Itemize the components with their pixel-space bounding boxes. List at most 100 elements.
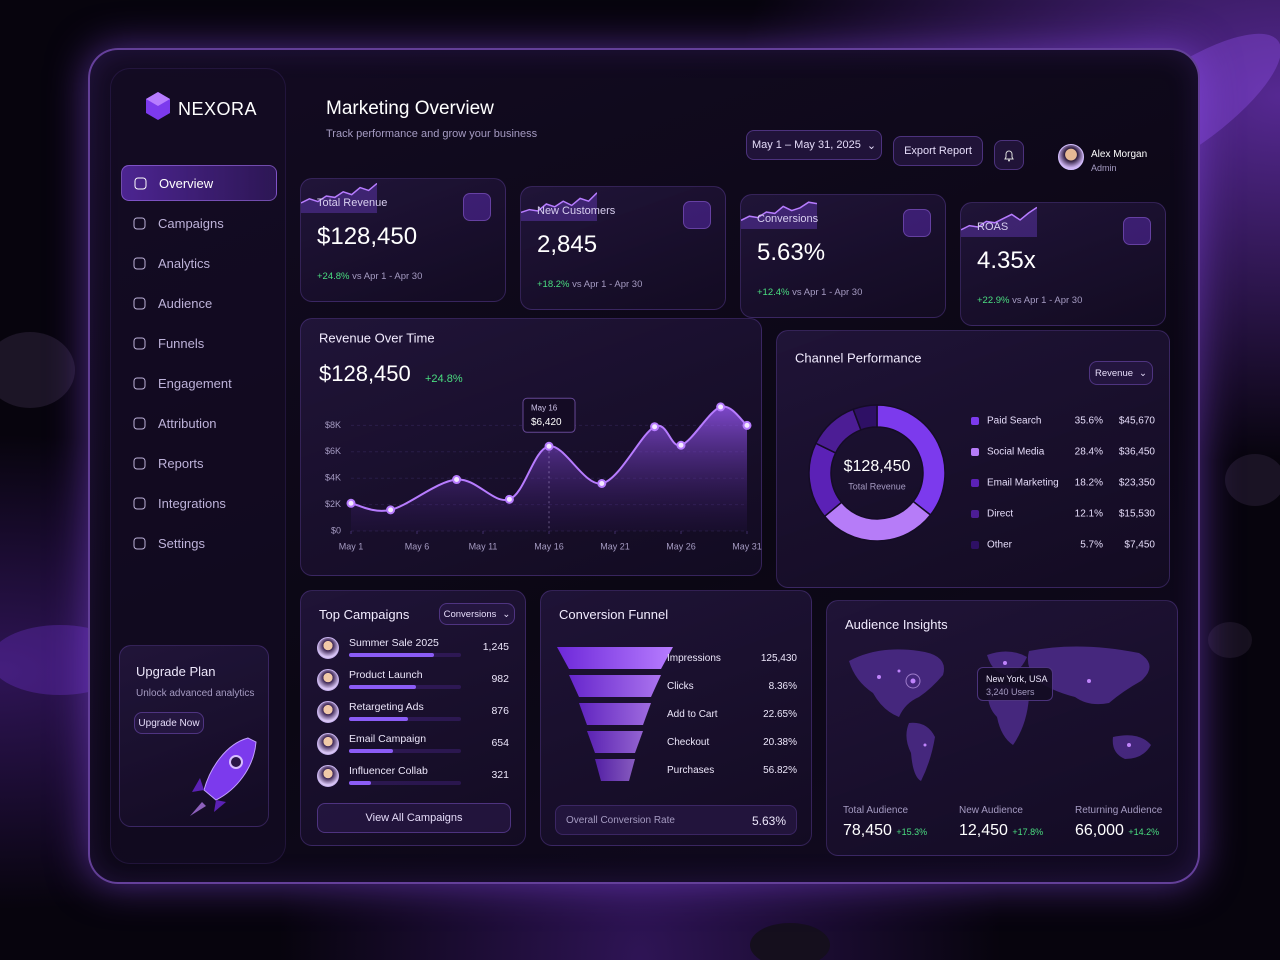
campaign-avatar	[317, 765, 339, 787]
nav-label: Campaigns	[158, 215, 224, 231]
logo-mark	[146, 92, 170, 120]
funnel-stage: Impressions 125,430	[667, 653, 797, 673]
donut-center-label: Total Revenue	[848, 481, 906, 491]
chart-title: Channel Performance	[795, 350, 921, 365]
upgrade-text: Unlock advanced analytics	[136, 688, 255, 699]
x-tick-label: May 21	[600, 541, 630, 551]
kpi-change: +18.2%	[537, 279, 570, 290]
y-tick-label: $6K	[325, 446, 341, 456]
sparkline-line	[740, 201, 818, 222]
metric-dropdown[interactable]: Revenue ⌄	[1089, 361, 1153, 385]
kpi-icon	[1123, 217, 1151, 245]
point	[716, 402, 726, 412]
kpi-value: $128,450	[317, 223, 418, 250]
nav-item[interactable]: Reports	[121, 445, 277, 481]
nav-item[interactable]: Campaigns	[121, 205, 277, 241]
sparkline	[960, 206, 1038, 237]
nav-item[interactable]: Settings	[121, 525, 277, 561]
sparkline-line	[300, 182, 378, 204]
kpi-label: ROAS	[977, 221, 1009, 233]
sparkline-area	[961, 207, 1037, 237]
campaign-name: Retargeting Ads	[349, 701, 424, 713]
nav: Overview Campaigns Analytics Audience Funnel…	[111, 161, 287, 565]
kpi-icon	[683, 201, 711, 229]
legend-amount: $45,670	[1119, 416, 1156, 427]
nav-item[interactable]: Overview	[121, 165, 277, 201]
y-tick-label: $2K	[325, 499, 341, 509]
kpi-compare: vs Apr 1 - Apr 30	[1012, 295, 1083, 306]
stat-label: Total Audience	[843, 805, 909, 816]
bar	[349, 781, 371, 785]
chevron: ⌄	[1139, 367, 1147, 379]
campaign-name: Influencer Collab	[349, 765, 428, 777]
upgrade-button[interactable]: Upgrade Now	[134, 712, 204, 734]
export-button[interactable]: Export Report	[893, 136, 983, 166]
x-tick-label: May 1	[339, 541, 364, 551]
sparkline-line	[960, 206, 1038, 231]
nav-item[interactable]: Engagement	[121, 365, 277, 401]
nav-item[interactable]: Analytics	[121, 245, 277, 281]
point	[386, 505, 396, 515]
stage-value: 22.65%	[763, 709, 797, 720]
world-map	[849, 646, 1151, 781]
kpi-compare: vs Apr 1 - Apr 30	[572, 279, 643, 290]
metric-label: Conversions	[443, 608, 497, 620]
bar-track	[349, 653, 461, 657]
kpi-card: ROAS 4.35x +22.9% vs Apr 1 - Apr 30	[960, 202, 1166, 326]
metric-dropdown[interactable]: Conversions ⌄	[439, 603, 515, 625]
sparkline-area	[301, 183, 377, 213]
date-range-picker[interactable]: May 1 – May 31, 2025 ⌄	[746, 130, 882, 160]
audience-stat: Total Audience 78,450 +15.3%	[843, 805, 927, 840]
campaign-avatar	[317, 733, 339, 755]
legend-label: Social Media	[987, 447, 1045, 458]
nav-icon	[133, 377, 146, 389]
donut-slice	[814, 408, 862, 454]
user-avatar[interactable]	[1058, 144, 1084, 170]
kpi-change-row: +12.4% vs Apr 1 - Apr 30	[757, 287, 862, 298]
legend-swatch	[971, 510, 979, 518]
tooltip-users: 3,240 Users	[986, 687, 1035, 697]
chart-tooltip: May 16 $6,420	[522, 397, 576, 433]
kpi-label: New Customers	[537, 205, 616, 217]
overall-label: Overall Conversion Rate	[566, 815, 675, 826]
audience-stat: Returning Audience 66,000 +14.2%	[1075, 805, 1162, 840]
legend-swatch	[971, 479, 979, 487]
legend-label: Other	[987, 540, 1013, 551]
kpi-change: +12.4%	[757, 287, 790, 298]
bar-track	[349, 749, 461, 753]
point	[544, 441, 554, 451]
campaign-name: Product Launch	[349, 669, 423, 681]
page-title: Marketing Overview	[326, 98, 494, 119]
icon-shape	[133, 377, 146, 389]
funnel-stage: Checkout 20.38%	[667, 737, 797, 757]
stage-name: Checkout	[667, 737, 710, 748]
overall-value: 5.63%	[751, 814, 786, 828]
overall-rate: Overall Conversion Rate 5.63%	[555, 805, 797, 835]
chevron: ⌄	[502, 608, 511, 620]
nav-item[interactable]: Attribution	[121, 405, 277, 441]
kpi-row: Total Revenue $128,450 +24.8% vs Apr 1 - A…	[300, 178, 1170, 326]
kpi-value: 5.63%	[757, 239, 826, 266]
legend-label: Paid Search	[987, 416, 1041, 427]
kpi-compare: vs Apr 1 - Apr 30	[352, 271, 423, 282]
nav-item[interactable]: Funnels	[121, 325, 277, 361]
stat-change: +17.8%	[1012, 827, 1044, 837]
nav-item[interactable]: Integrations	[121, 485, 277, 521]
view-all-button[interactable]: View All Campaigns	[317, 803, 511, 833]
campaign-row: Summer Sale 2025 1,245	[317, 637, 509, 665]
campaign-row: Email Campaign 654	[317, 733, 509, 761]
donut-slice	[823, 500, 932, 542]
nav-item[interactable]: Audience	[121, 285, 277, 321]
campaign-value: 982	[491, 673, 509, 685]
icon-shape	[134, 177, 147, 189]
legend-swatch	[971, 448, 979, 456]
stat-value-row: 66,000 +14.2%	[1075, 822, 1162, 840]
channel-card: Channel Performance $128,450 Total Revenu…	[776, 330, 1170, 588]
icon-shape	[133, 457, 146, 469]
user-role: Admin	[1091, 163, 1117, 173]
notifications-button[interactable]	[994, 140, 1024, 170]
date-range: May 1 – May 31, 2025	[751, 139, 861, 151]
stage-value: 56.82%	[763, 765, 797, 776]
bar	[349, 749, 394, 753]
